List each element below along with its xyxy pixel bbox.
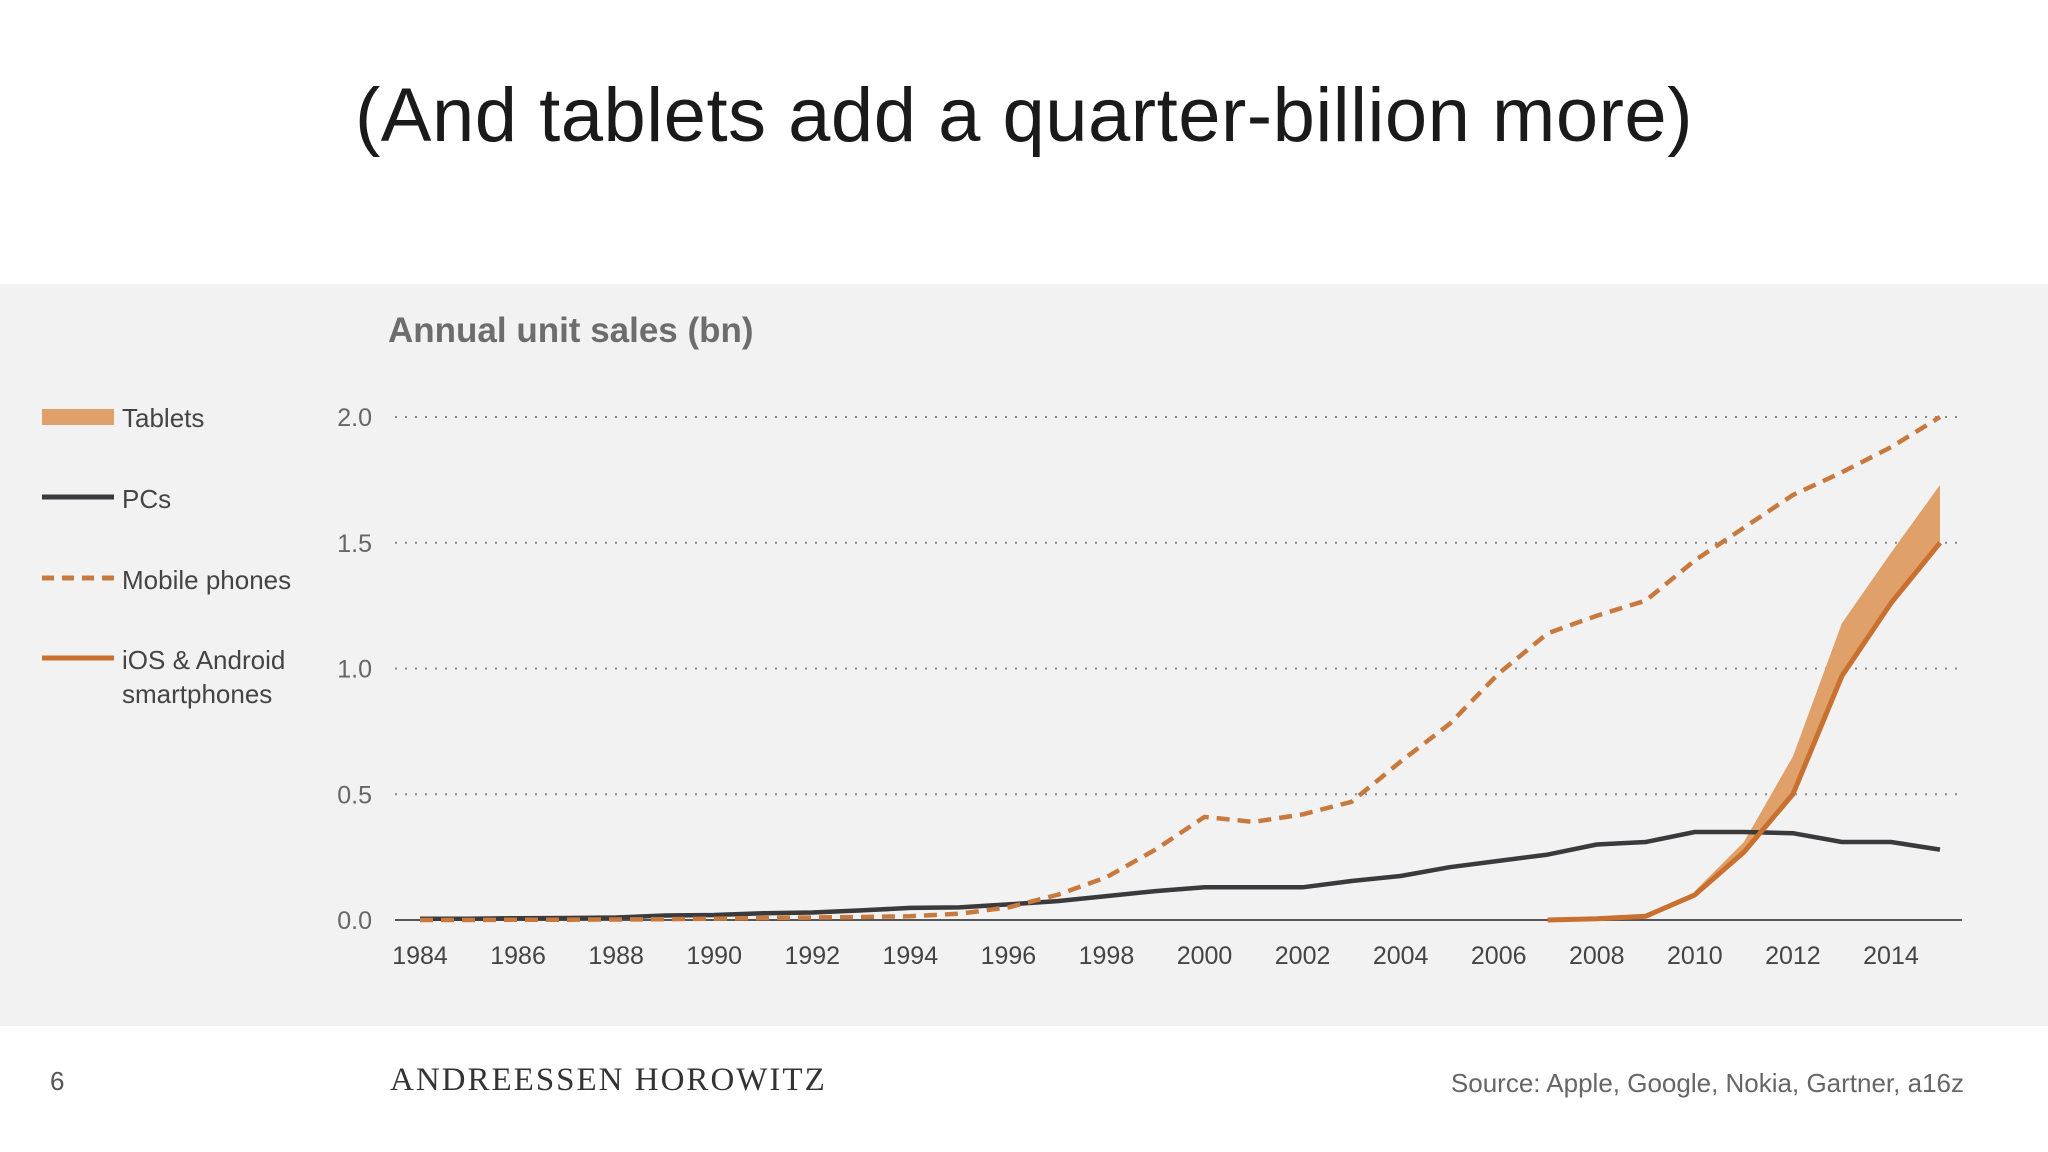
source-note: Source: Apple, Google, Nokia, Gartner, a… [1450, 1068, 1964, 1098]
x-tick-label: 2012 [1765, 942, 1821, 970]
x-tick-label: 1996 [981, 942, 1037, 970]
x-tick-label: 1992 [784, 942, 840, 970]
y-axis: 0.0 0.5 1.0 1.5 2.0 [337, 404, 372, 935]
chart-panel: Annual unit sales (bn) 1984 1986 1988 1990 1… [0, 284, 2048, 1026]
mobile-phones-swatch [42, 575, 114, 581]
series [420, 415, 1942, 923]
x-tick-label: 2000 [1177, 942, 1233, 970]
x-tick-label: 2008 [1569, 942, 1625, 970]
x-tick-label: 2002 [1275, 942, 1331, 970]
mobile-phones-line [420, 415, 1942, 923]
x-tick-label: 1994 [883, 942, 939, 970]
legend-label-smartphones-line1: iOS & Android [122, 645, 286, 675]
legend-label-smartphones: iOS & Android smartphones [122, 643, 285, 711]
page-number: 6 [50, 1066, 65, 1096]
legend-label-smartphones-line2: smartphones [122, 679, 273, 709]
x-tick-label: 2014 [1863, 942, 1919, 970]
tablets-band [1694, 484, 1940, 895]
tablets-swatch [42, 409, 114, 425]
x-axis: 1984 1986 1988 1990 1992 1994 1996 1998 2000 2002… [392, 919, 1962, 970]
y-tick-label: 1.5 [337, 530, 372, 558]
x-tick-label: 1984 [392, 942, 448, 970]
y-tick-label: 1.0 [337, 656, 372, 684]
y-tick-label: 0.0 [337, 907, 372, 935]
slide-title: (And tablets add a quarter-billion more) [354, 73, 1693, 158]
smartphones-swatch [42, 655, 114, 661]
pcs-line [420, 829, 1941, 921]
y-tick-label: 2.0 [337, 404, 372, 432]
x-tick-label: 2006 [1471, 942, 1527, 970]
chart: Annual unit sales (bn) 1984 1986 1988 1990 1… [337, 311, 1962, 970]
pcs-swatch [42, 494, 114, 500]
x-tick-label: 1998 [1079, 942, 1135, 970]
y-tick-label: 0.5 [337, 781, 372, 809]
legend-label-tablets: Tablets [122, 403, 205, 433]
legend-label-mobile-phones: Mobile phones [122, 565, 292, 595]
smartphones-line [1547, 541, 1942, 923]
brand-logo: ANDREESSEN HOROWITZ [390, 1062, 827, 1098]
legend-label-pcs: PCs [122, 484, 172, 514]
x-tick-label: 2004 [1373, 942, 1429, 970]
x-tick-label: 1990 [686, 942, 742, 970]
x-tick-label: 2010 [1667, 942, 1723, 970]
x-tick-label: 1986 [490, 942, 546, 970]
gridlines [395, 416, 1962, 796]
x-tick-label: 1988 [588, 942, 644, 970]
chart-title: Annual unit sales (bn) [388, 311, 754, 350]
